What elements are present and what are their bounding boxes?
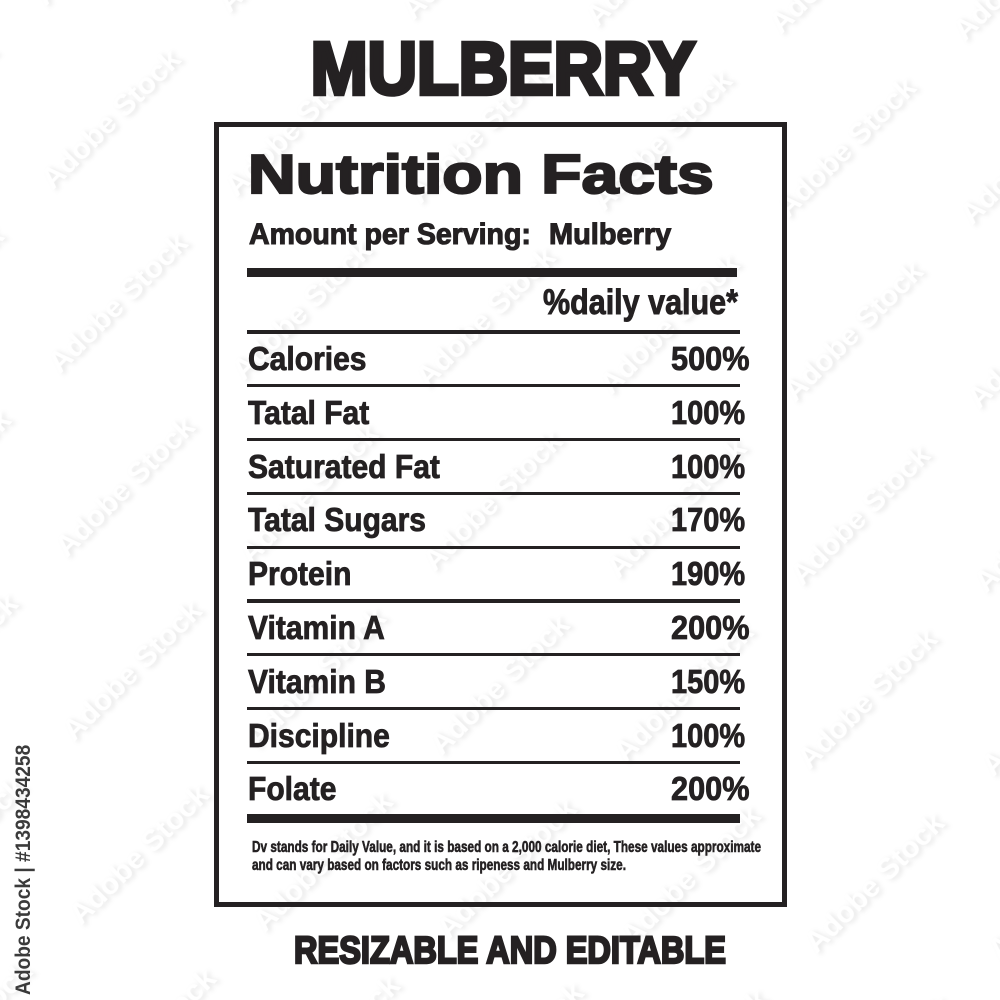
svg-text:Adobe Stock: Adobe Stock bbox=[0, 587, 25, 740]
svg-text:Adobe Stock: Adobe Stock bbox=[763, 0, 916, 40]
svg-text:Adobe Stock: Adobe Stock bbox=[798, 806, 951, 959]
svg-text:Adobe Stock: Adobe Stock bbox=[56, 594, 209, 747]
svg-text:Adobe Stock: Adobe Stock bbox=[48, 410, 201, 563]
svg-text:Adobe Stock: Adobe Stock bbox=[770, 71, 923, 224]
svg-text:Adobe Stock: Adobe Stock bbox=[70, 962, 223, 1000]
svg-text:Adobe Stock: Adobe Stock bbox=[954, 78, 1000, 231]
svg-text:Adobe Stock: Adobe Stock bbox=[27, 0, 180, 12]
svg-text:Adobe Stock: Adobe Stock bbox=[63, 778, 216, 931]
svg-text:Adobe Stock: Adobe Stock bbox=[961, 262, 1000, 415]
svg-text:Adobe Stock: Adobe Stock bbox=[946, 0, 1000, 47]
svg-text:Adobe Stock: Adobe Stock bbox=[0, 403, 18, 556]
svg-text:Adobe Stock: Adobe Stock bbox=[805, 990, 958, 1000]
svg-text:Adobe Stock: Adobe Stock bbox=[777, 255, 930, 408]
svg-text:Adobe Stock: Adobe Stock bbox=[41, 226, 194, 379]
svg-text:Adobe Stock: Adobe Stock bbox=[0, 36, 4, 189]
svg-text:Adobe Stock: Adobe Stock bbox=[968, 446, 1000, 599]
svg-text:Adobe Stock: Adobe Stock bbox=[0, 219, 11, 372]
svg-text:Adobe Stock: Adobe Stock bbox=[621, 983, 774, 1000]
svg-text:Adobe Stock: Adobe Stock bbox=[395, 0, 548, 26]
svg-text:Adobe Stock: Adobe Stock bbox=[254, 969, 407, 1000]
svg-text:Adobe Stock: Adobe Stock bbox=[791, 622, 944, 775]
svg-text:Adobe Stock: Adobe Stock bbox=[34, 43, 187, 196]
svg-text:Adobe Stock: Adobe Stock bbox=[211, 0, 364, 19]
svg-text:Adobe Stock: Adobe Stock bbox=[784, 439, 937, 592]
svg-text:Adobe Stock: Adobe Stock bbox=[982, 813, 1000, 966]
svg-text:Adobe Stock: Adobe Stock bbox=[975, 629, 1000, 782]
svg-text:Adobe Stock: Adobe Stock bbox=[437, 976, 590, 1000]
